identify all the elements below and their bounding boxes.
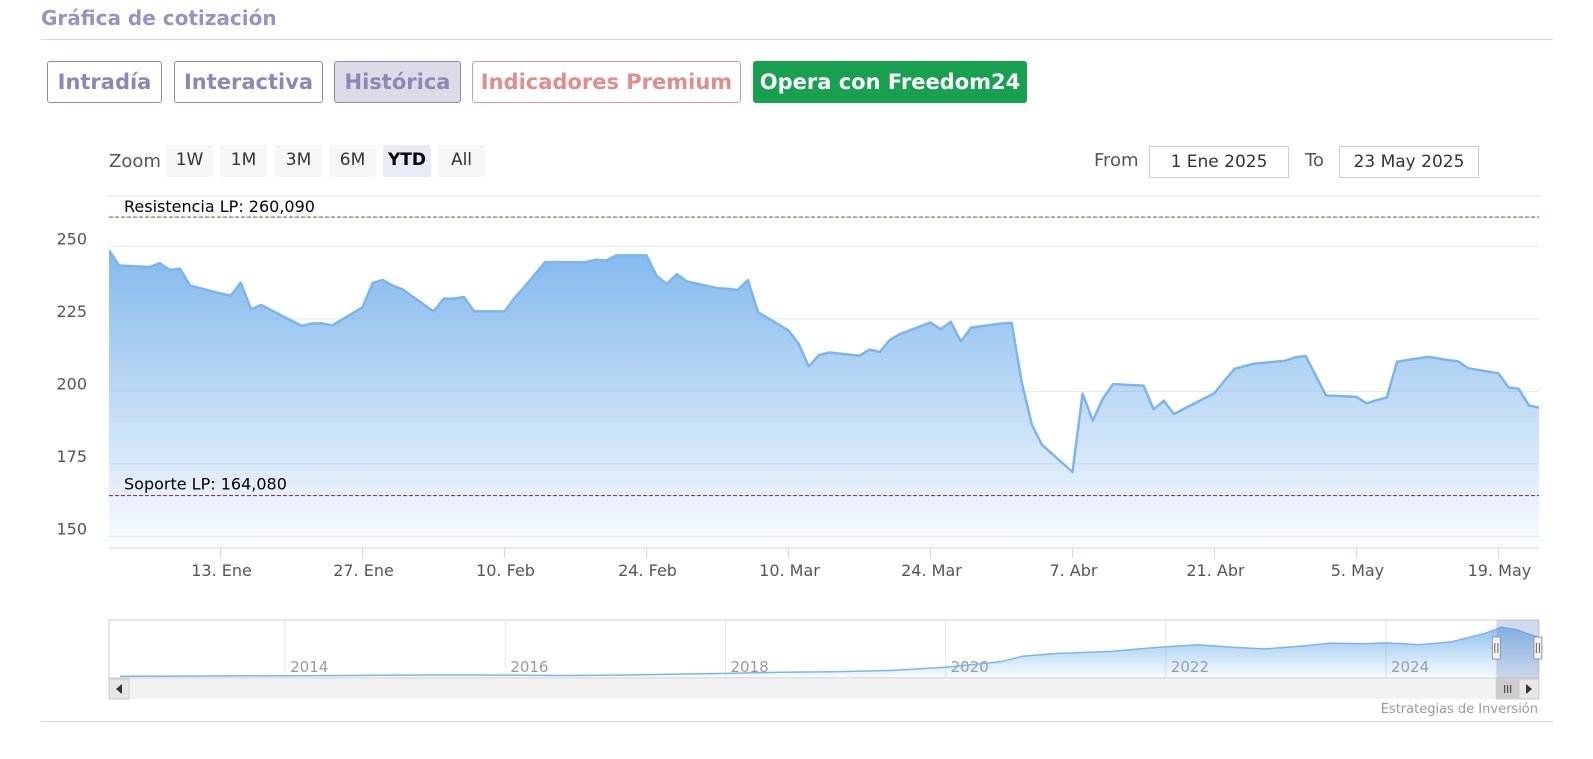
navigator-handle-right[interactable]	[1533, 636, 1543, 660]
zoom-1m-button[interactable]: 1M	[220, 145, 267, 177]
zoom-label: Zoom	[109, 151, 161, 172]
x-tick-label: 19. May	[1468, 561, 1532, 580]
x-tick-label: 10. Feb	[476, 561, 535, 580]
y-tick-label: 225	[56, 302, 87, 321]
tab-interactiva[interactable]: Interactiva	[174, 61, 323, 103]
y-tick-label: 150	[56, 519, 87, 538]
navigator-selection[interactable]	[1496, 620, 1539, 678]
navigator-area	[120, 627, 1539, 678]
zoom-1w-button[interactable]: 1W	[166, 145, 213, 177]
x-tick-label: 21. Abr	[1186, 561, 1245, 580]
section-title: Gráfica de cotización	[41, 6, 277, 30]
x-tick-label: 13. Ene	[191, 561, 252, 580]
resistance-label: Resistencia LP: 260,090	[124, 197, 315, 216]
support-label: Soporte LP: 164,080	[124, 475, 287, 494]
x-axis-ticks: 13. Ene 27. Ene 10. Feb 24. Feb 10. Mar 24. M…	[191, 548, 1531, 580]
y-axis-labels: 150 175 200 225 250	[56, 229, 87, 538]
scrollbar-grip-icon	[1504, 685, 1512, 693]
x-tick-label: 24. Mar	[901, 561, 962, 580]
from-date-input[interactable]	[1149, 146, 1289, 178]
zoom-ytd-button[interactable]: YTD	[383, 145, 431, 177]
navigator-line	[119, 626, 1540, 678]
freedom24-button[interactable]: Opera con Freedom24	[753, 61, 1027, 103]
y-tick-label: 175	[56, 447, 87, 466]
navigator-handle-left[interactable]	[1491, 636, 1501, 660]
tab-intradia[interactable]: Intradía	[47, 61, 162, 103]
tab-indicadores-premium[interactable]: Indicadores Premium	[472, 61, 741, 103]
title-divider	[41, 39, 1553, 40]
zoom-6m-button[interactable]: 6M	[329, 145, 376, 177]
x-tick-label: 7. Abr	[1049, 561, 1097, 580]
to-label: To	[1305, 150, 1324, 171]
chart-credits: Estrategias de Inversión	[1380, 702, 1538, 717]
price-line[interactable]	[109, 249, 1539, 474]
scroll-right-arrow-icon	[1526, 684, 1532, 694]
x-tick-label: 24. Feb	[618, 561, 677, 580]
tab-historica[interactable]: Histórica	[334, 61, 461, 103]
navigator-year-label: 2016	[510, 658, 548, 676]
scrollbar-track[interactable]	[109, 679, 1539, 699]
y-tick-label: 250	[56, 229, 87, 248]
price-area	[109, 250, 1539, 548]
zoom-3m-button[interactable]: 3M	[275, 145, 322, 177]
to-date-input[interactable]	[1339, 146, 1479, 178]
scroll-left-arrow-icon	[116, 684, 122, 694]
x-tick-label: 5. May	[1331, 561, 1384, 580]
x-tick-label: 27. Ene	[333, 561, 394, 580]
y-tick-label: 200	[56, 374, 87, 393]
bottom-divider	[41, 721, 1553, 722]
navigator-year-label: 2018	[730, 658, 768, 676]
zoom-all-button[interactable]: All	[438, 145, 485, 177]
navigator-year-label: 2014	[290, 658, 328, 676]
from-label: From	[1094, 150, 1139, 171]
x-tick-label: 10. Mar	[759, 561, 820, 580]
